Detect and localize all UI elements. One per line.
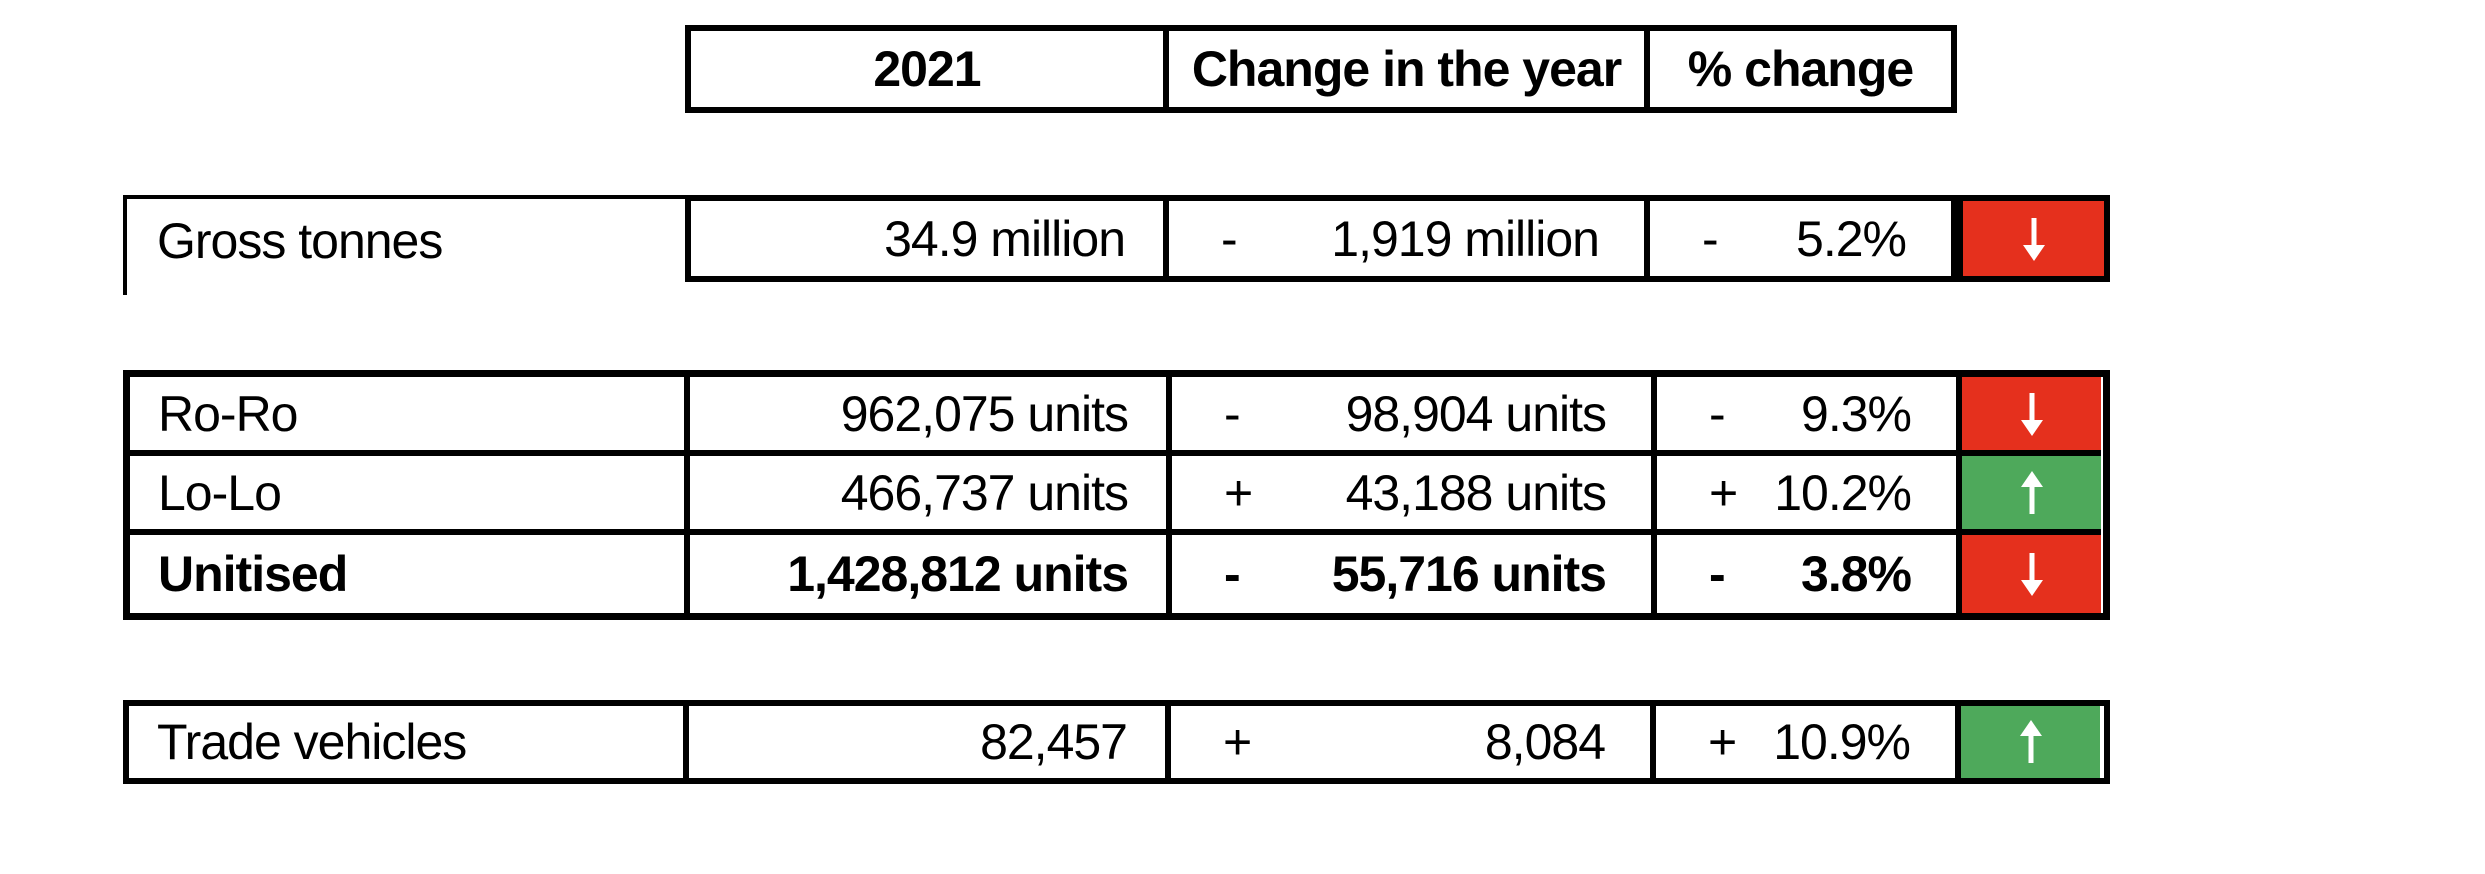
pct-sign: - [1702,210,1719,267]
change-sign: + [1224,464,1253,521]
down-arrow-icon [2022,217,2045,261]
change-sign: + [1223,714,1252,770]
value-2021: 466,737 units [690,456,1172,535]
row-label-trade-vehicles: Trade vehicles [129,706,689,778]
change-value: 8,084 [1484,714,1606,770]
trend-indicator [1962,377,2101,456]
value-2021: 34.9 million [691,201,1169,276]
row-values-gross-tonnes: 34.9 million - 1,919 million - 5.2% [685,195,1957,282]
change-sign: - [1221,210,1238,267]
value-2021: 962,075 units [690,377,1172,456]
trend-indicator [1962,535,2101,613]
table-header-row: 2021 Change in the year % change [685,25,1957,113]
change-in-year-cell: - 55,716 units [1172,535,1657,613]
pct-value: 3.8% [1801,546,1912,602]
change-sign: - [1224,385,1241,442]
up-arrow-icon [2020,470,2043,514]
row-label-gross-tonnes: Gross tonnes [123,195,685,295]
pct-change-cell: + 10.9% [1656,706,1961,778]
change-in-year-cell: + 8,084 [1171,706,1656,778]
trade-vehicles-row: Trade vehicles 82,457 + 8,084 + 10.9% [123,700,2110,784]
pct-value: 10.9% [1773,714,1911,770]
unitised-traffic-group: Ro-Ro 962,075 units - 98,904 units - 9.3… [123,370,2110,620]
trend-indicator [1957,195,2110,282]
row-label-text: Gross tonnes [157,212,443,269]
change-in-year-cell: - 1,919 million [1169,201,1650,276]
change-value: 43,188 units [1345,464,1607,521]
change-in-year-cell: + 43,188 units [1172,456,1657,535]
pct-sign: + [1709,464,1738,521]
pct-sign: - [1709,385,1726,442]
header-pct-change: % change [1687,41,1914,97]
trend-indicator [1961,706,2100,778]
trend-indicator [1962,456,2101,535]
header-change-in-year: Change in the year [1169,31,1650,107]
change-in-year-cell: - 98,904 units [1172,377,1657,456]
row-label-ro-ro: Ro-Ro [130,377,690,456]
pct-value: 5.2% [1796,210,1907,267]
pct-sign: - [1709,546,1726,602]
row-label-unitised: Unitised [130,535,690,613]
change-value: 55,716 units [1331,546,1607,602]
value-2021: 1,428,812 units [690,535,1172,613]
pct-sign: + [1708,714,1737,770]
up-arrow-icon [2019,720,2042,763]
row-label-lo-lo: Lo-Lo [130,456,690,535]
pct-change-cell: + 10.2% [1657,456,1962,535]
down-arrow-icon [2020,392,2043,436]
change-sign: - [1224,546,1241,602]
down-arrow-icon [2020,553,2043,596]
change-value: 1,919 million [1331,210,1600,267]
pct-change-cell: - 3.8% [1657,535,1962,613]
pct-change-cell: - 5.2% [1650,201,1951,276]
header-2021: 2021 [691,31,1169,107]
pct-change-cell: - 9.3% [1657,377,1962,456]
value-2021: 82,457 [689,706,1171,778]
change-value: 98,904 units [1345,385,1607,442]
pct-value: 10.2% [1774,464,1912,521]
pct-value: 9.3% [1801,385,1912,442]
